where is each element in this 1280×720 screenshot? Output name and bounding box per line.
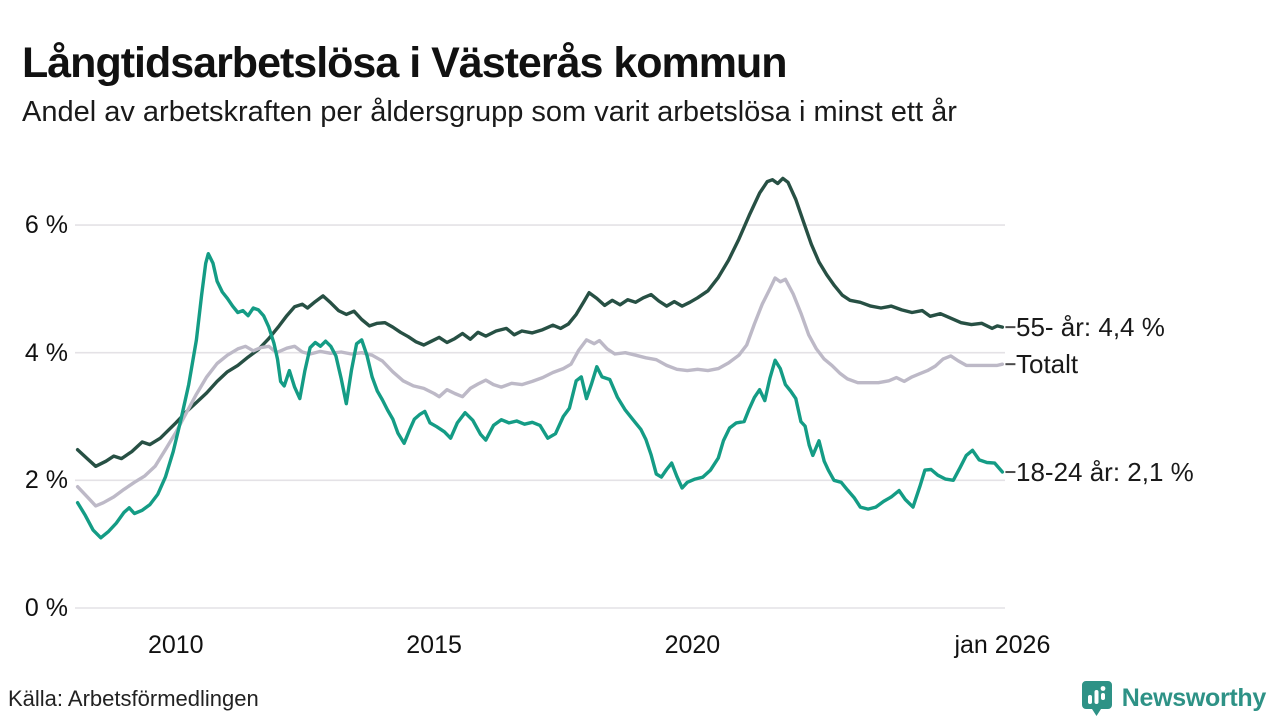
x-tick-label: 2010 <box>147 631 204 659</box>
source-note: Källa: Arbetsförmedlingen <box>8 686 259 711</box>
series-line-totalt <box>75 276 1005 508</box>
series-line-55-ar <box>75 176 1005 468</box>
x-tick-label: 2020 <box>664 631 721 659</box>
brand-name: Newsworthy <box>1121 683 1267 712</box>
brand-logo: Newsworthy <box>1080 679 1266 717</box>
y-tick-label: 2 % <box>24 466 68 495</box>
page-title: Långtidsarbetslösa i Västerås kommun <box>22 38 788 87</box>
series-label-totalt: Totalt <box>1016 349 1079 380</box>
x-tick-label: jan 2026 <box>954 631 1051 659</box>
series-line-18-24-ar <box>75 252 1005 540</box>
y-tick-label: 6 % <box>24 211 68 240</box>
chart-subtitle: Andel av arbetskraften per åldersgrupp s… <box>22 96 957 128</box>
x-tick-label: 2015 <box>406 631 462 659</box>
y-tick-label: 0 % <box>24 594 68 622</box>
y-tick-label: 4 % <box>24 338 68 367</box>
series-label-18-24-ar: 18-24 år: 2,1 % <box>1016 457 1194 488</box>
newsworthy-icon <box>1080 679 1114 717</box>
series-label-55-ar: 55- år: 4,4 % <box>1016 312 1165 343</box>
